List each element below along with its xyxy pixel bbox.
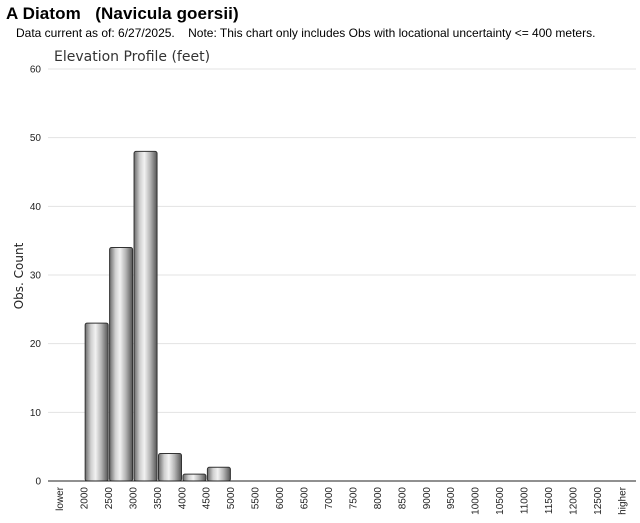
y-tick-label: 10	[30, 408, 42, 419]
bar-2500	[109, 247, 134, 482]
x-tick-label: 8000	[373, 487, 384, 510]
y-tick-label: 40	[30, 202, 42, 213]
x-tick-label: 4000	[177, 487, 188, 510]
x-tick-label: 3000	[128, 487, 139, 510]
y-tick-label: 0	[35, 477, 41, 488]
bar-2000	[84, 322, 109, 482]
data-note: Data current as of: 6/27/2025. Note: Thi…	[16, 26, 596, 40]
x-tick-label: higher	[617, 486, 628, 514]
y-tick-label: 60	[30, 65, 42, 76]
x-tick-label: 6000	[275, 487, 286, 510]
x-tick-label: 2000	[79, 487, 90, 510]
x-tick-label: 7500	[348, 487, 359, 510]
x-tick-label: 12500	[593, 487, 604, 515]
x-tick-label: 7000	[324, 487, 335, 510]
bar-3500	[158, 453, 182, 482]
x-tick-label: 10000	[471, 487, 482, 515]
x-tick-label: 2500	[104, 487, 115, 510]
bar-4000	[182, 473, 207, 482]
x-tick-label: 9500	[446, 487, 457, 510]
y-tick-label: 30	[30, 271, 42, 282]
x-tick-label: 9000	[422, 487, 433, 510]
x-tick-label: 6500	[300, 487, 311, 510]
page-title: A Diatom (Navicula goersii)	[6, 4, 239, 23]
x-tick-label: 4500	[202, 487, 213, 510]
x-tick-label: 8500	[397, 487, 408, 510]
x-tick-label: 5000	[226, 487, 237, 510]
chart-title: Elevation Profile (feet)	[54, 49, 211, 65]
x-tick-label: 11500	[544, 487, 555, 515]
x-tick-label: 3500	[153, 487, 164, 510]
x-tick-label: 12000	[568, 487, 579, 515]
bar-4500	[206, 466, 231, 482]
x-tick-label: 5500	[251, 487, 262, 510]
bar-3000	[133, 150, 158, 482]
y-tick-label: 20	[30, 339, 42, 350]
x-tick-label: lower	[55, 486, 66, 511]
x-tick-label: 10500	[495, 487, 506, 515]
x-tick-label: 11000	[520, 487, 531, 515]
y-tick-label: 50	[30, 133, 42, 144]
